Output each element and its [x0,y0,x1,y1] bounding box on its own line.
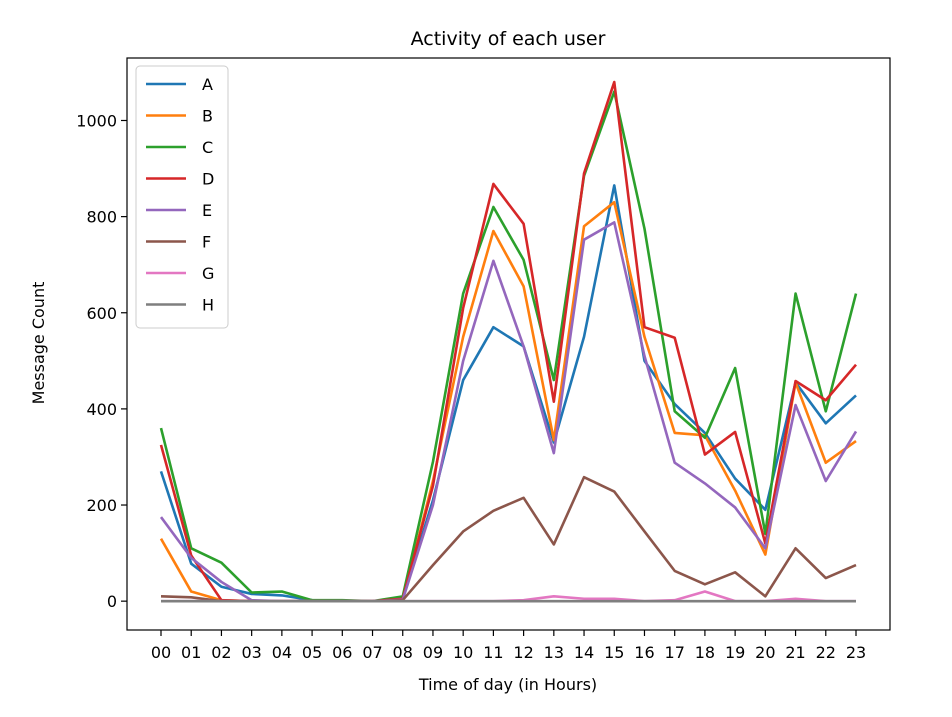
plot-frame [126,57,891,631]
legend-label-e: E [202,201,212,220]
legend-label-b: B [202,107,213,126]
x-tick-label: 03 [241,643,261,662]
y-tick-label: 1000 [76,111,117,130]
legend-label-c: C [202,138,213,157]
x-tick-label: 22 [816,643,836,662]
legend-label-g: G [202,264,214,283]
series-line-c [159,90,858,603]
x-tick-label: 18 [695,643,715,662]
x-tick-label: 11 [483,643,503,662]
x-tick-label: 23 [846,643,866,662]
plot-area [159,80,858,603]
y-tick-label: 800 [86,208,117,227]
legend-label-f: F [202,233,211,252]
x-tick-label: 06 [332,643,352,662]
y-tick-label: 0 [107,592,117,611]
x-tick-label: 00 [151,643,171,662]
x-tick-label: 10 [453,643,473,662]
x-tick-label: 15 [604,643,624,662]
x-tick-label: 07 [362,643,382,662]
x-tick-label: 14 [574,643,594,662]
x-tick-label: 01 [181,643,201,662]
x-tick-label: 08 [393,643,413,662]
legend-label-d: D [202,170,214,189]
x-axis-label: Time of day (in Hours) [418,675,597,694]
x-tick-label: 13 [544,643,564,662]
legend-label-a: A [202,75,213,94]
legend-box [135,65,229,329]
x-tick-label: 16 [634,643,654,662]
x-tick-label: 21 [785,643,805,662]
x-tick-label: 17 [665,643,685,662]
x-tick-label: 19 [725,643,745,662]
y-tick-label: 400 [86,400,117,419]
y-tick-label: 600 [86,304,117,323]
series-line-e [159,221,858,603]
x-tick-label: 02 [211,643,231,662]
chart-title: Activity of each user [411,28,606,50]
x-tick-label: 09 [423,643,443,662]
x-tick-label: 05 [302,643,322,662]
y-axis-label: Message Count [29,282,48,405]
x-tick-label: 20 [755,643,775,662]
series-line-b [159,200,857,603]
y-tick-label: 200 [86,496,117,515]
legend-label-h: H [202,296,214,315]
axes: 00 01 02 03 04 05 06 07 08 09 10 11 12 13 14 15 16 17 18 19… [76,57,891,662]
x-tick-label: 04 [272,643,292,662]
series-line-a [159,184,857,603]
x-tick-label: 12 [513,643,533,662]
